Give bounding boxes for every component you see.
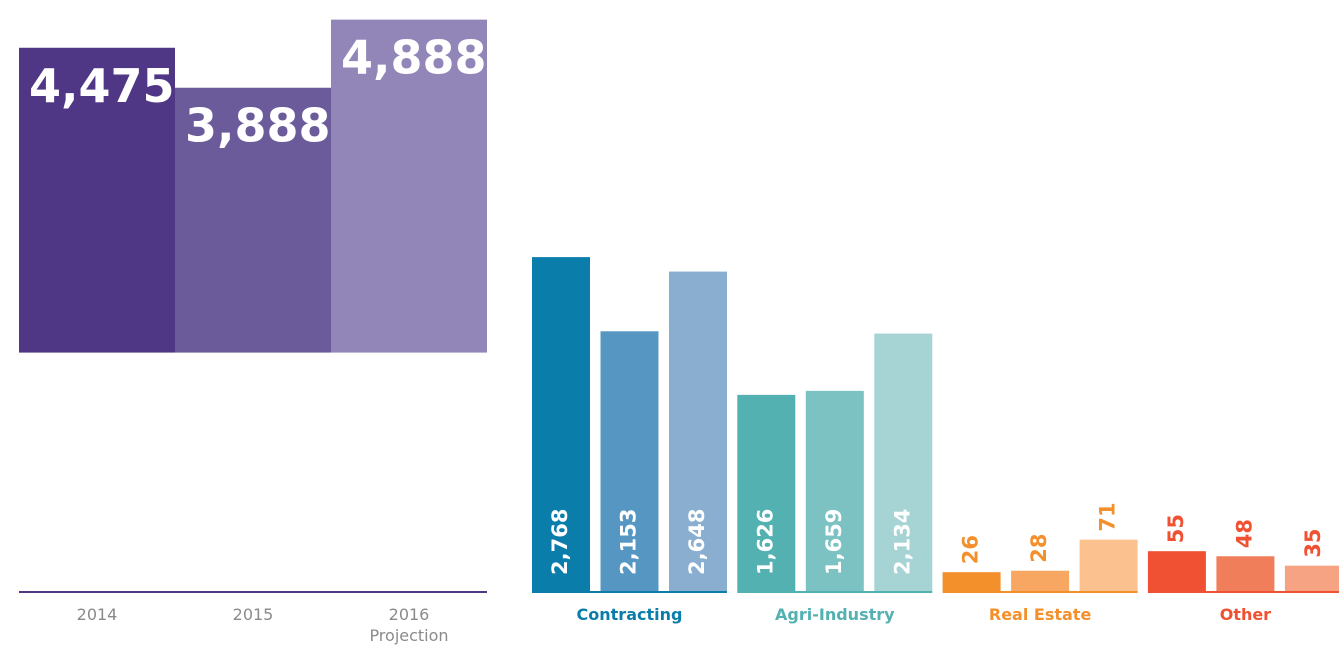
bar xyxy=(1284,565,1339,591)
bar xyxy=(874,333,933,591)
value-label: 28 xyxy=(1027,534,1051,563)
bar xyxy=(1079,539,1138,591)
value-label: 2,648 xyxy=(685,509,709,575)
bar xyxy=(805,390,864,591)
bar xyxy=(942,572,1001,591)
bar xyxy=(737,394,796,591)
bar xyxy=(331,19,487,353)
bar xyxy=(175,87,331,353)
value-label: 48 xyxy=(1232,519,1256,548)
bar xyxy=(19,47,175,353)
value-label: 71 xyxy=(1096,502,1120,531)
group-label: Real Estate xyxy=(988,605,1092,624)
bar xyxy=(1147,551,1206,591)
value-label: 2,768 xyxy=(548,509,572,575)
value-label: 1,626 xyxy=(753,509,777,575)
value-label: 2,153 xyxy=(617,509,641,575)
value-label: 55 xyxy=(1164,514,1188,543)
bar xyxy=(669,271,727,591)
value-label: 26 xyxy=(959,535,983,564)
group-label: Other xyxy=(1219,605,1272,624)
value-label: 4,475 xyxy=(29,59,175,113)
group-label: Agri-Industry xyxy=(775,605,895,624)
category-label: 2015 xyxy=(232,605,274,624)
value-label: 2,134 xyxy=(890,509,914,575)
bar xyxy=(600,331,659,591)
value-label: 3,888 xyxy=(185,99,331,153)
category-label: 2016 Projection xyxy=(369,605,449,645)
bar xyxy=(1011,570,1070,591)
value-label: 4,888 xyxy=(341,31,487,85)
bar xyxy=(532,257,590,591)
bar xyxy=(1216,556,1275,591)
group-label: Contracting xyxy=(576,605,683,624)
value-label: 1,659 xyxy=(822,509,846,575)
category-label: 2014 xyxy=(76,605,118,624)
value-label: 35 xyxy=(1301,528,1325,557)
